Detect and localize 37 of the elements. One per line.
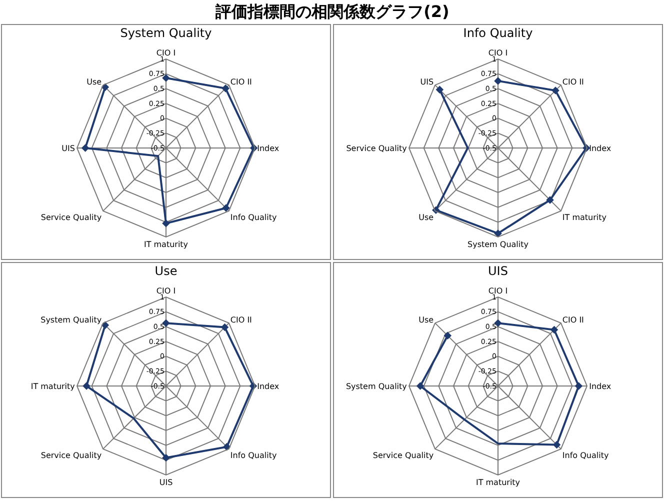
spoke-label: System Quality [40, 315, 102, 324]
spoke-label: IT maturity [144, 240, 188, 250]
spoke-label: Service Quality [40, 451, 102, 460]
spoke-label: Info Quality [230, 213, 277, 222]
spoke-label: Use [86, 77, 102, 86]
spoke-label: UIS [420, 77, 434, 86]
spoke-label: CIO II [562, 315, 584, 324]
spoke-label: Service Quality [372, 451, 434, 460]
spoke-label: Service Quality [40, 213, 102, 222]
text: 評価指標間の相関係数グラフ(2) [214, 1, 450, 23]
spoke-label: CIO II [230, 77, 252, 86]
spoke-label: CIO I [156, 48, 176, 58]
spoke-label: Service Quality [346, 144, 408, 153]
spoke-label: CIO I [156, 286, 176, 296]
spoke-label: Use [418, 213, 434, 222]
spoke-label: System Quality [346, 382, 408, 391]
spoke-label: CIO I [488, 48, 508, 58]
spoke-label: IT maturity [476, 478, 520, 488]
chart-title: System Quality [120, 26, 212, 40]
spoke-label: Info Quality [230, 451, 277, 460]
spoke-label: UIS [62, 144, 75, 153]
spoke-label: System Quality [468, 240, 529, 250]
spoke-label: CIO I [488, 286, 508, 296]
spoke-label: Index [257, 382, 280, 391]
spoke-label: Index [257, 144, 280, 153]
chart-title: UIS [488, 264, 508, 278]
spoke-label: IT maturity [562, 213, 607, 222]
chart-title: Info Quality [463, 26, 533, 40]
spoke-label: CIO II [562, 77, 584, 86]
spoke-label: UIS [159, 478, 173, 488]
spoke-label: Index [589, 144, 612, 153]
spoke-label: IT maturity [30, 382, 76, 391]
spoke-label: CIO II [230, 315, 252, 324]
spoke-label: Info Quality [562, 451, 609, 460]
chart-title: Use [154, 264, 178, 278]
spoke-label: Use [418, 315, 434, 324]
spoke-label: Index [589, 382, 612, 391]
